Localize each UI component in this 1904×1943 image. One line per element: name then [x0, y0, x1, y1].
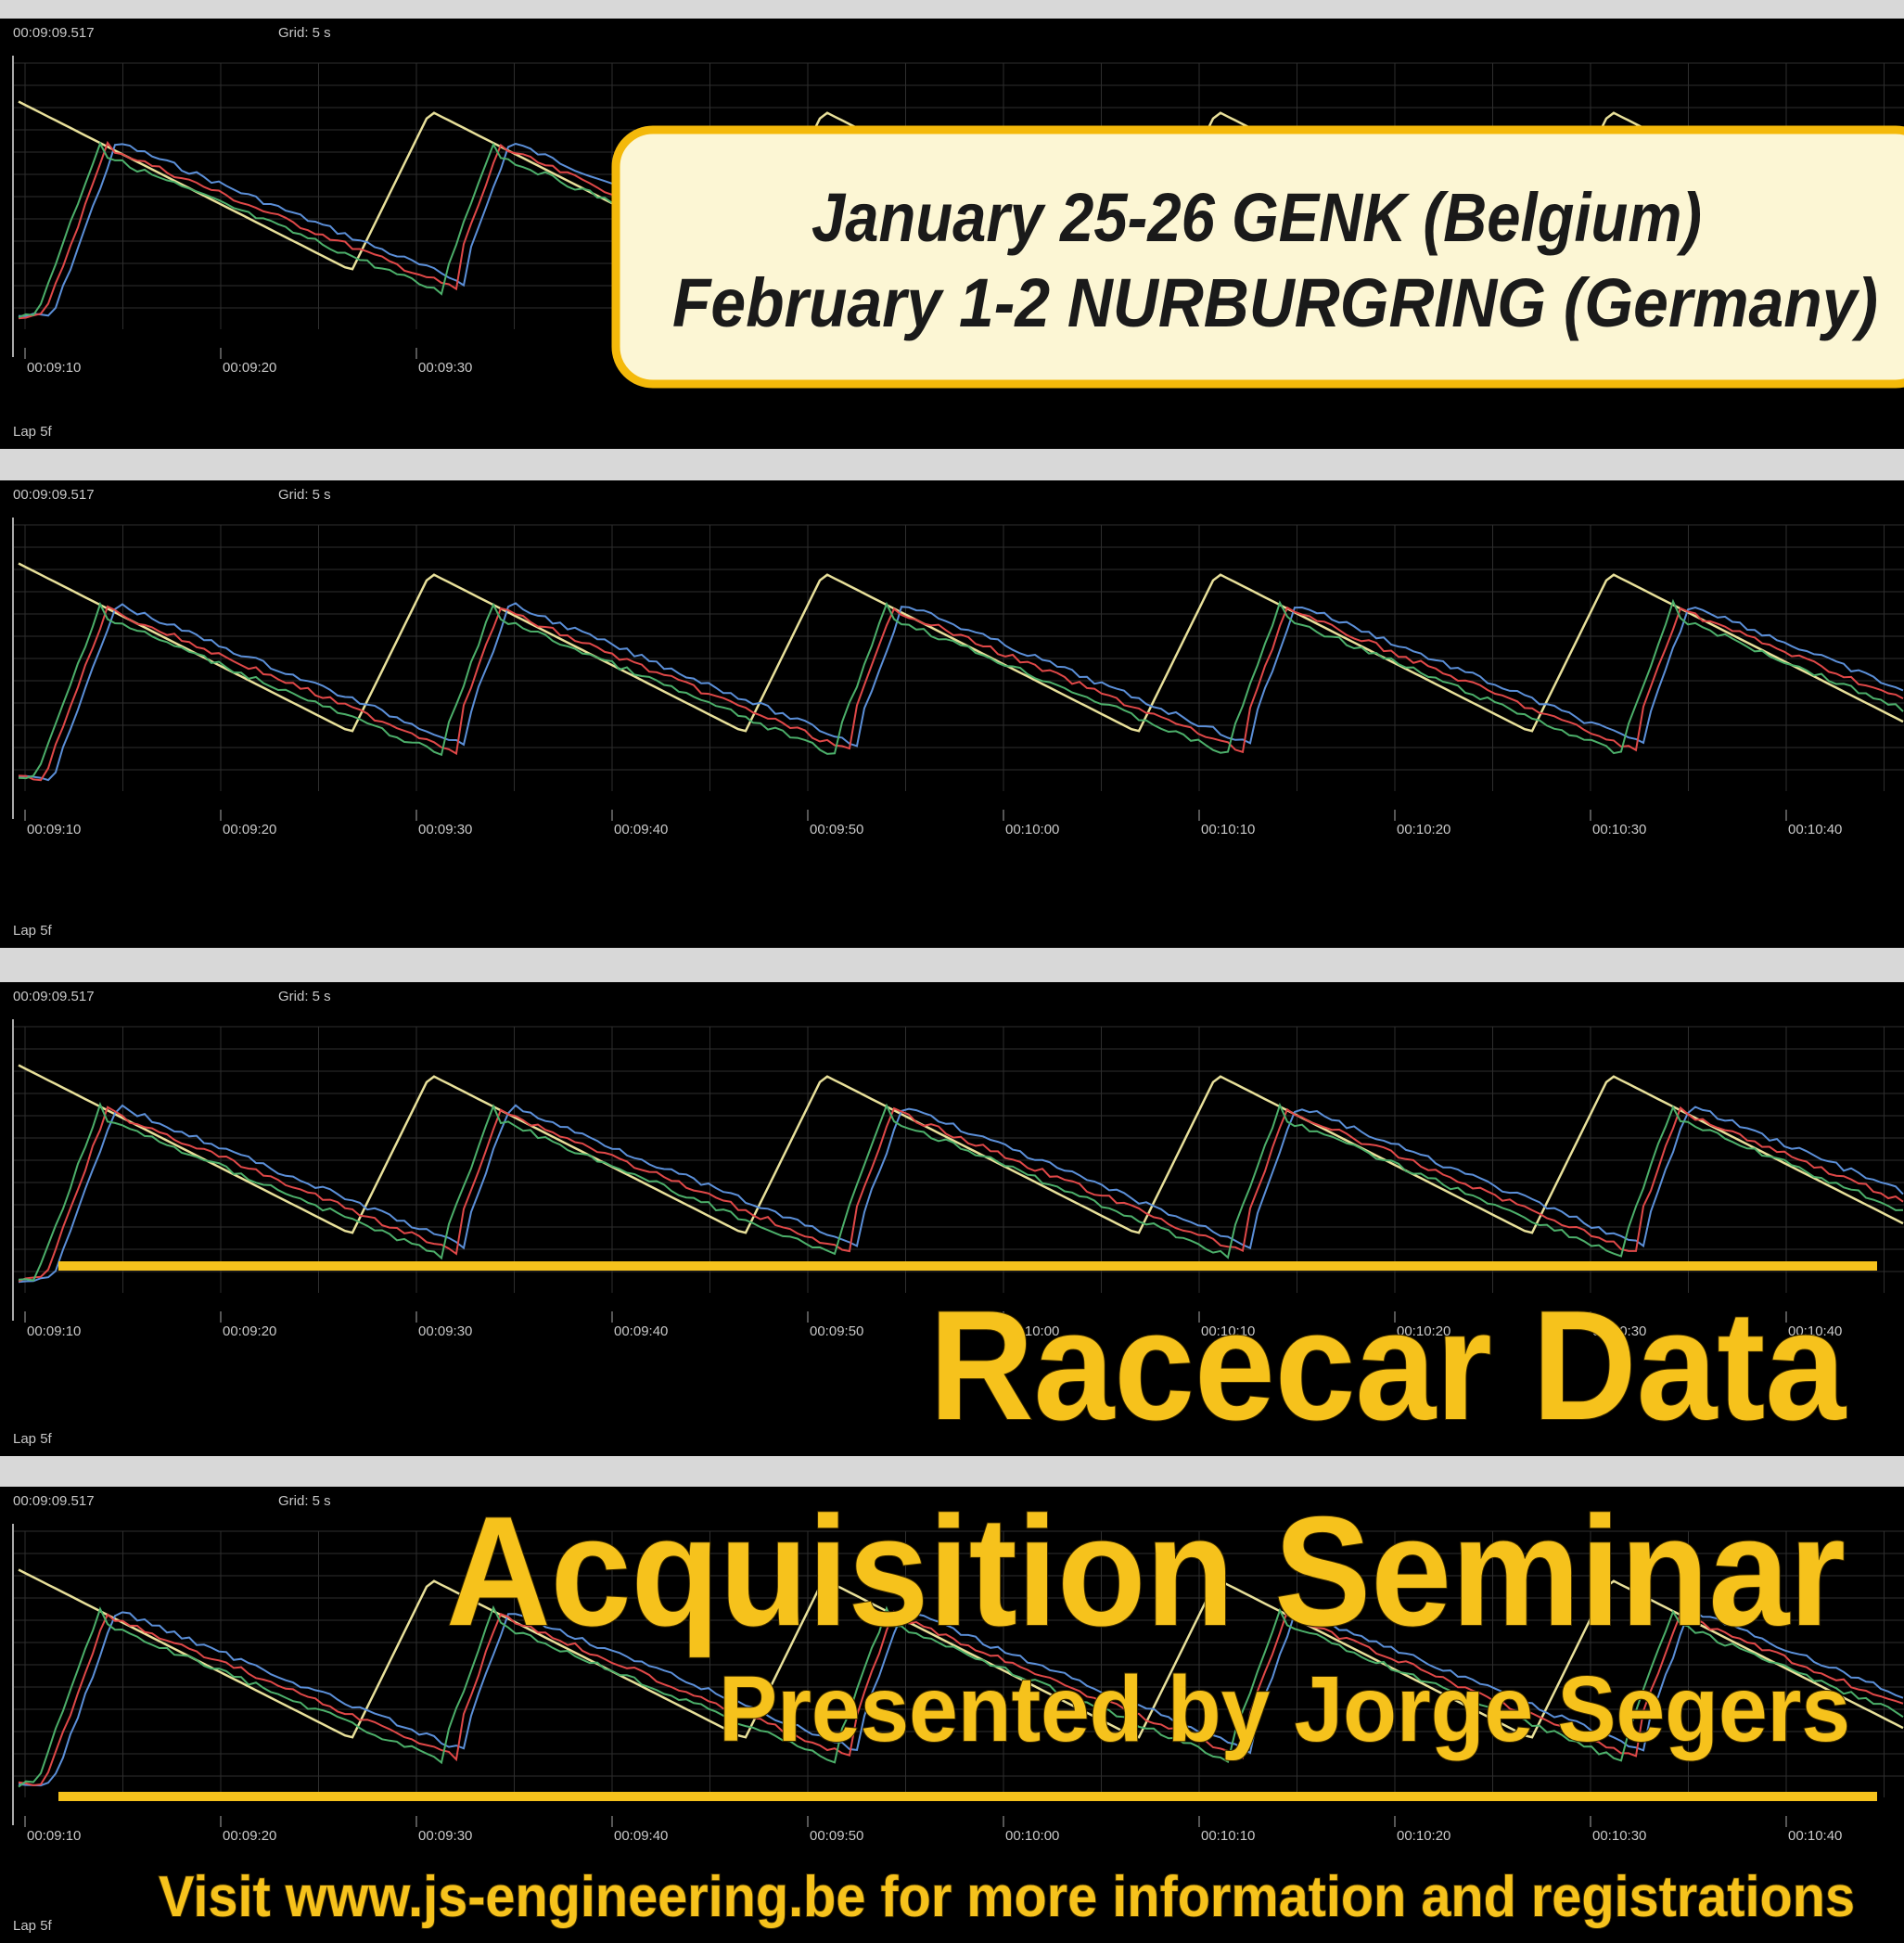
grid-label: Grid: 5 s [278, 487, 331, 503]
time-label: 00:10:30 [1592, 822, 1646, 837]
time-label: 00:10:40 [1788, 1323, 1842, 1339]
time-label: 00:09:20 [223, 360, 276, 376]
time-label: 00:09:30 [418, 360, 472, 376]
trace [18, 1104, 1904, 1284]
trace [18, 605, 1904, 782]
time-label: 00:09:50 [810, 1828, 863, 1844]
time-label: 00:10:20 [1397, 1828, 1450, 1844]
grid-label: Grid: 5 s [278, 25, 331, 41]
time-label: 00:10:00 [1005, 822, 1059, 837]
trace [18, 1101, 1904, 1282]
title: Acquisition Seminar [446, 1484, 1846, 1658]
trace [18, 1604, 1904, 1788]
time-label: 00:09:40 [614, 1828, 668, 1844]
overlay: January 25-26 GENK (Belgium) February 1-… [58, 125, 1904, 1930]
panel [0, 1487, 1904, 1943]
time-label: 00:09:10 [27, 822, 81, 837]
banner-box [611, 125, 1904, 389]
lap-label: Lap 5f [13, 424, 53, 440]
title: Racecar Data [929, 1278, 1846, 1452]
banner-line: January 25-26 GENK (Belgium) [811, 179, 1702, 256]
trace [18, 562, 1904, 733]
panel [0, 982, 1904, 1456]
lap-label: Lap 5f [13, 1431, 53, 1447]
time-label: 00:09:40 [614, 822, 668, 837]
footer: Visit www.js-engineering.be for more inf… [159, 1865, 1855, 1929]
time-label: 00:10:20 [1397, 1323, 1450, 1339]
time-label: 00:09:20 [223, 1323, 276, 1339]
lap-label: Lap 5f [13, 923, 53, 939]
time-label: 00:10:10 [1201, 1323, 1255, 1339]
time-label: 00:09:20 [223, 1828, 276, 1844]
time-label: 00:09:10 [27, 360, 81, 376]
time-label: 00:10:10 [1201, 822, 1255, 837]
time-label: 00:10:00 [1005, 1323, 1059, 1339]
trace [18, 1608, 1904, 1787]
timestamp: 00:09:09.517 [13, 989, 95, 1004]
time-label: 00:09:30 [418, 1828, 472, 1844]
grid-label: Grid: 5 s [278, 989, 331, 1004]
panels: 00:09:09.517 Grid: 5 s 00:09:10 00:09:20 00:… [0, 19, 1904, 1943]
time-label: 00:10:20 [1397, 822, 1450, 837]
presenter: Presented by Jorge Segers [719, 1657, 1850, 1761]
time-label: 00:09:50 [810, 1323, 863, 1339]
time-label: 00:10:10 [1201, 1828, 1255, 1844]
time-label: 00:10:40 [1788, 822, 1842, 837]
time-label: 00:09:30 [418, 822, 472, 837]
time-label: 00:09:10 [27, 1828, 81, 1844]
time-label: 00:09:10 [27, 1323, 81, 1339]
trace [18, 1568, 1904, 1739]
time-label: 00:09:20 [223, 822, 276, 837]
time-label: 00:10:30 [1592, 1828, 1646, 1844]
timestamp: 00:09:09.517 [13, 487, 95, 503]
banner-line: February 1-2 NURBURGRING (Germany) [672, 264, 1878, 341]
time-label: 00:10:40 [1788, 1828, 1842, 1844]
trace [18, 602, 1904, 782]
timestamp: 00:09:09.517 [13, 25, 95, 41]
trace [18, 1064, 1904, 1234]
trace [18, 598, 1904, 780]
grid-label: Grid: 5 s [278, 1493, 331, 1509]
time-label: 00:10:30 [1592, 1323, 1646, 1339]
trace [18, 1106, 1904, 1283]
lap-label: Lap 5f [13, 1918, 53, 1934]
timestamp: 00:09:09.517 [13, 1493, 95, 1509]
trace [18, 1609, 1904, 1787]
time-label: 00:09:50 [810, 822, 863, 837]
time-label: 00:09:30 [418, 1323, 472, 1339]
panel [0, 480, 1904, 948]
time-label: 00:10:00 [1005, 1828, 1059, 1844]
time-label: 00:09:40 [614, 1323, 668, 1339]
